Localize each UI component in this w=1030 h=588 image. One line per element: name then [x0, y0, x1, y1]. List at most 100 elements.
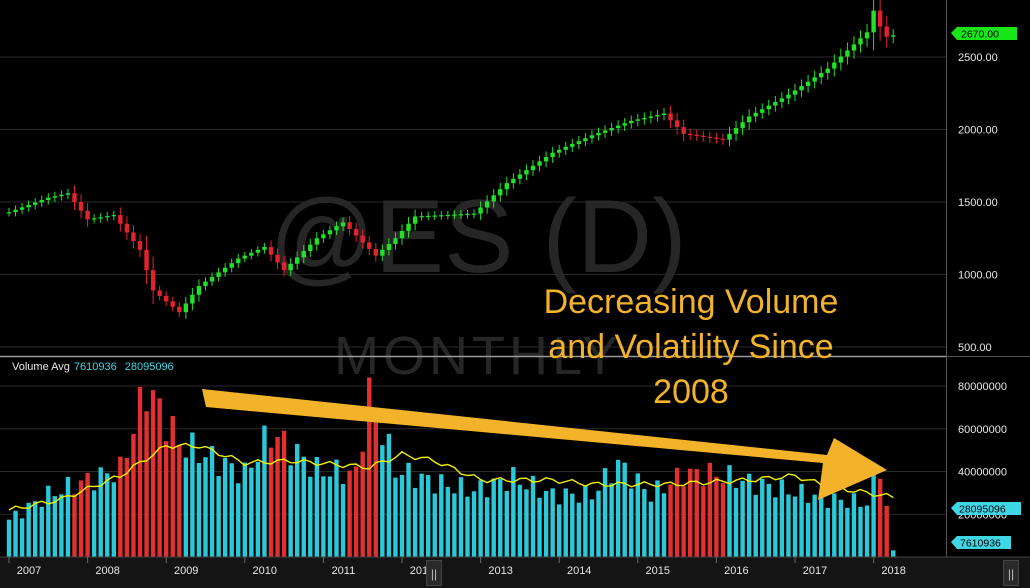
volume-bar: [740, 480, 745, 557]
candle-body: [635, 119, 640, 121]
volume-bar: [203, 457, 208, 557]
candle-body: [478, 207, 483, 214]
volume-legend: Volume Avg 7610936 28095096: [12, 361, 174, 373]
last-price-tag: 2670.00: [951, 27, 1017, 41]
candle-body: [760, 109, 765, 113]
volume-bar: [877, 478, 883, 557]
volume-bar: [583, 485, 588, 557]
last-volume-tag-label: 7610936: [960, 538, 1001, 550]
candle-body: [596, 132, 601, 136]
volume-bar: [779, 479, 785, 557]
candle-body: [792, 90, 798, 95]
candle-body: [543, 157, 549, 162]
volume-bar: [576, 502, 582, 557]
candle-body: [838, 56, 844, 63]
candle-body: [105, 216, 110, 218]
volume-bar: [321, 476, 326, 557]
volume-bar: [13, 510, 18, 557]
candle-body: [98, 217, 103, 219]
volume-bar: [432, 493, 437, 557]
volume-bar: [281, 430, 287, 557]
candle-body: [570, 144, 575, 147]
volume-bar: [720, 483, 726, 557]
scroll-handle-left[interactable]: ||: [426, 560, 442, 586]
volume-bar: [262, 425, 267, 557]
volume-bar: [439, 474, 444, 557]
volume-bar: [340, 484, 346, 557]
volume-bar: [406, 462, 411, 557]
volume-bar: [177, 444, 182, 557]
candle-body: [851, 44, 857, 51]
candle-body: [648, 116, 654, 118]
candle-body: [714, 137, 719, 139]
volume-bar: [465, 496, 470, 557]
volume-bar: [124, 458, 130, 557]
volume-bar: [602, 468, 608, 557]
volume-bar: [222, 457, 228, 557]
candle-body: [406, 223, 411, 231]
volume-bar: [196, 463, 202, 557]
time-tick-label: 2018: [881, 565, 905, 577]
price-grid: [0, 56, 946, 348]
candle-body: [26, 204, 31, 208]
volume-bar: [674, 467, 680, 557]
candle-body: [59, 194, 64, 197]
candle-body: [452, 214, 457, 216]
price-axis: 500.00 1000.00 1500.00 2000.00 2500.00: [958, 52, 998, 354]
price-tick-label: 2500.00: [958, 52, 998, 64]
candle-body: [557, 149, 562, 153]
candle-body: [674, 120, 680, 128]
volume-bar: [242, 462, 247, 557]
chart-annotation: Decreasing Volume and Volatility Since 2…: [486, 280, 896, 415]
volume-bar: [452, 493, 457, 557]
volume-bar: [701, 486, 706, 557]
candle-body: [91, 218, 97, 220]
volume-bar: [760, 478, 765, 557]
candle-body: [530, 165, 536, 171]
volume-bar: [694, 469, 699, 557]
candle-body: [295, 257, 300, 264]
price-tick-label: 2000.00: [958, 125, 998, 137]
volume-bar: [622, 462, 627, 557]
volume-bar: [714, 476, 719, 557]
scroll-handle-right[interactable]: ||: [1003, 560, 1019, 586]
candle-body: [504, 183, 509, 190]
volume-bar: [491, 478, 496, 557]
candle-body: [615, 125, 621, 129]
candle-body: [484, 201, 490, 208]
candle-body: [65, 193, 71, 195]
candle-body: [340, 222, 346, 227]
volume-bar: [458, 477, 464, 557]
volume-bar: [426, 475, 431, 557]
volume-bar: [150, 390, 156, 557]
volume-bar: [642, 489, 647, 557]
candle-body: [884, 26, 889, 37]
candle-body: [288, 263, 293, 271]
volume-bar: [707, 462, 713, 557]
candle-body: [805, 81, 811, 86]
candle-body: [314, 238, 320, 245]
volume-bar: [157, 398, 162, 557]
watermark-symbol: @ES (D): [269, 179, 687, 295]
annotation-line-1: Decreasing Volume: [543, 283, 839, 321]
candle-body: [746, 116, 752, 123]
volume-bar: [805, 502, 811, 557]
volume-bar: [386, 433, 392, 557]
candle-body: [216, 272, 221, 277]
candle-body: [858, 38, 863, 45]
candle-body: [190, 294, 195, 304]
volume-bar: [164, 441, 169, 557]
volume-bar: [550, 488, 555, 557]
candle-body: [694, 134, 699, 137]
candle-body: [164, 295, 169, 302]
price-tick-label: 1500.00: [958, 197, 998, 209]
volume-bar: [39, 506, 44, 557]
last-volume-tag: 7610936: [951, 536, 1011, 550]
volume-bar: [33, 501, 38, 557]
candle-body: [432, 215, 437, 217]
volume-bar: [661, 493, 667, 557]
volume-bar: [504, 491, 509, 557]
candle-body: [661, 113, 667, 115]
candle-body: [786, 94, 791, 99]
